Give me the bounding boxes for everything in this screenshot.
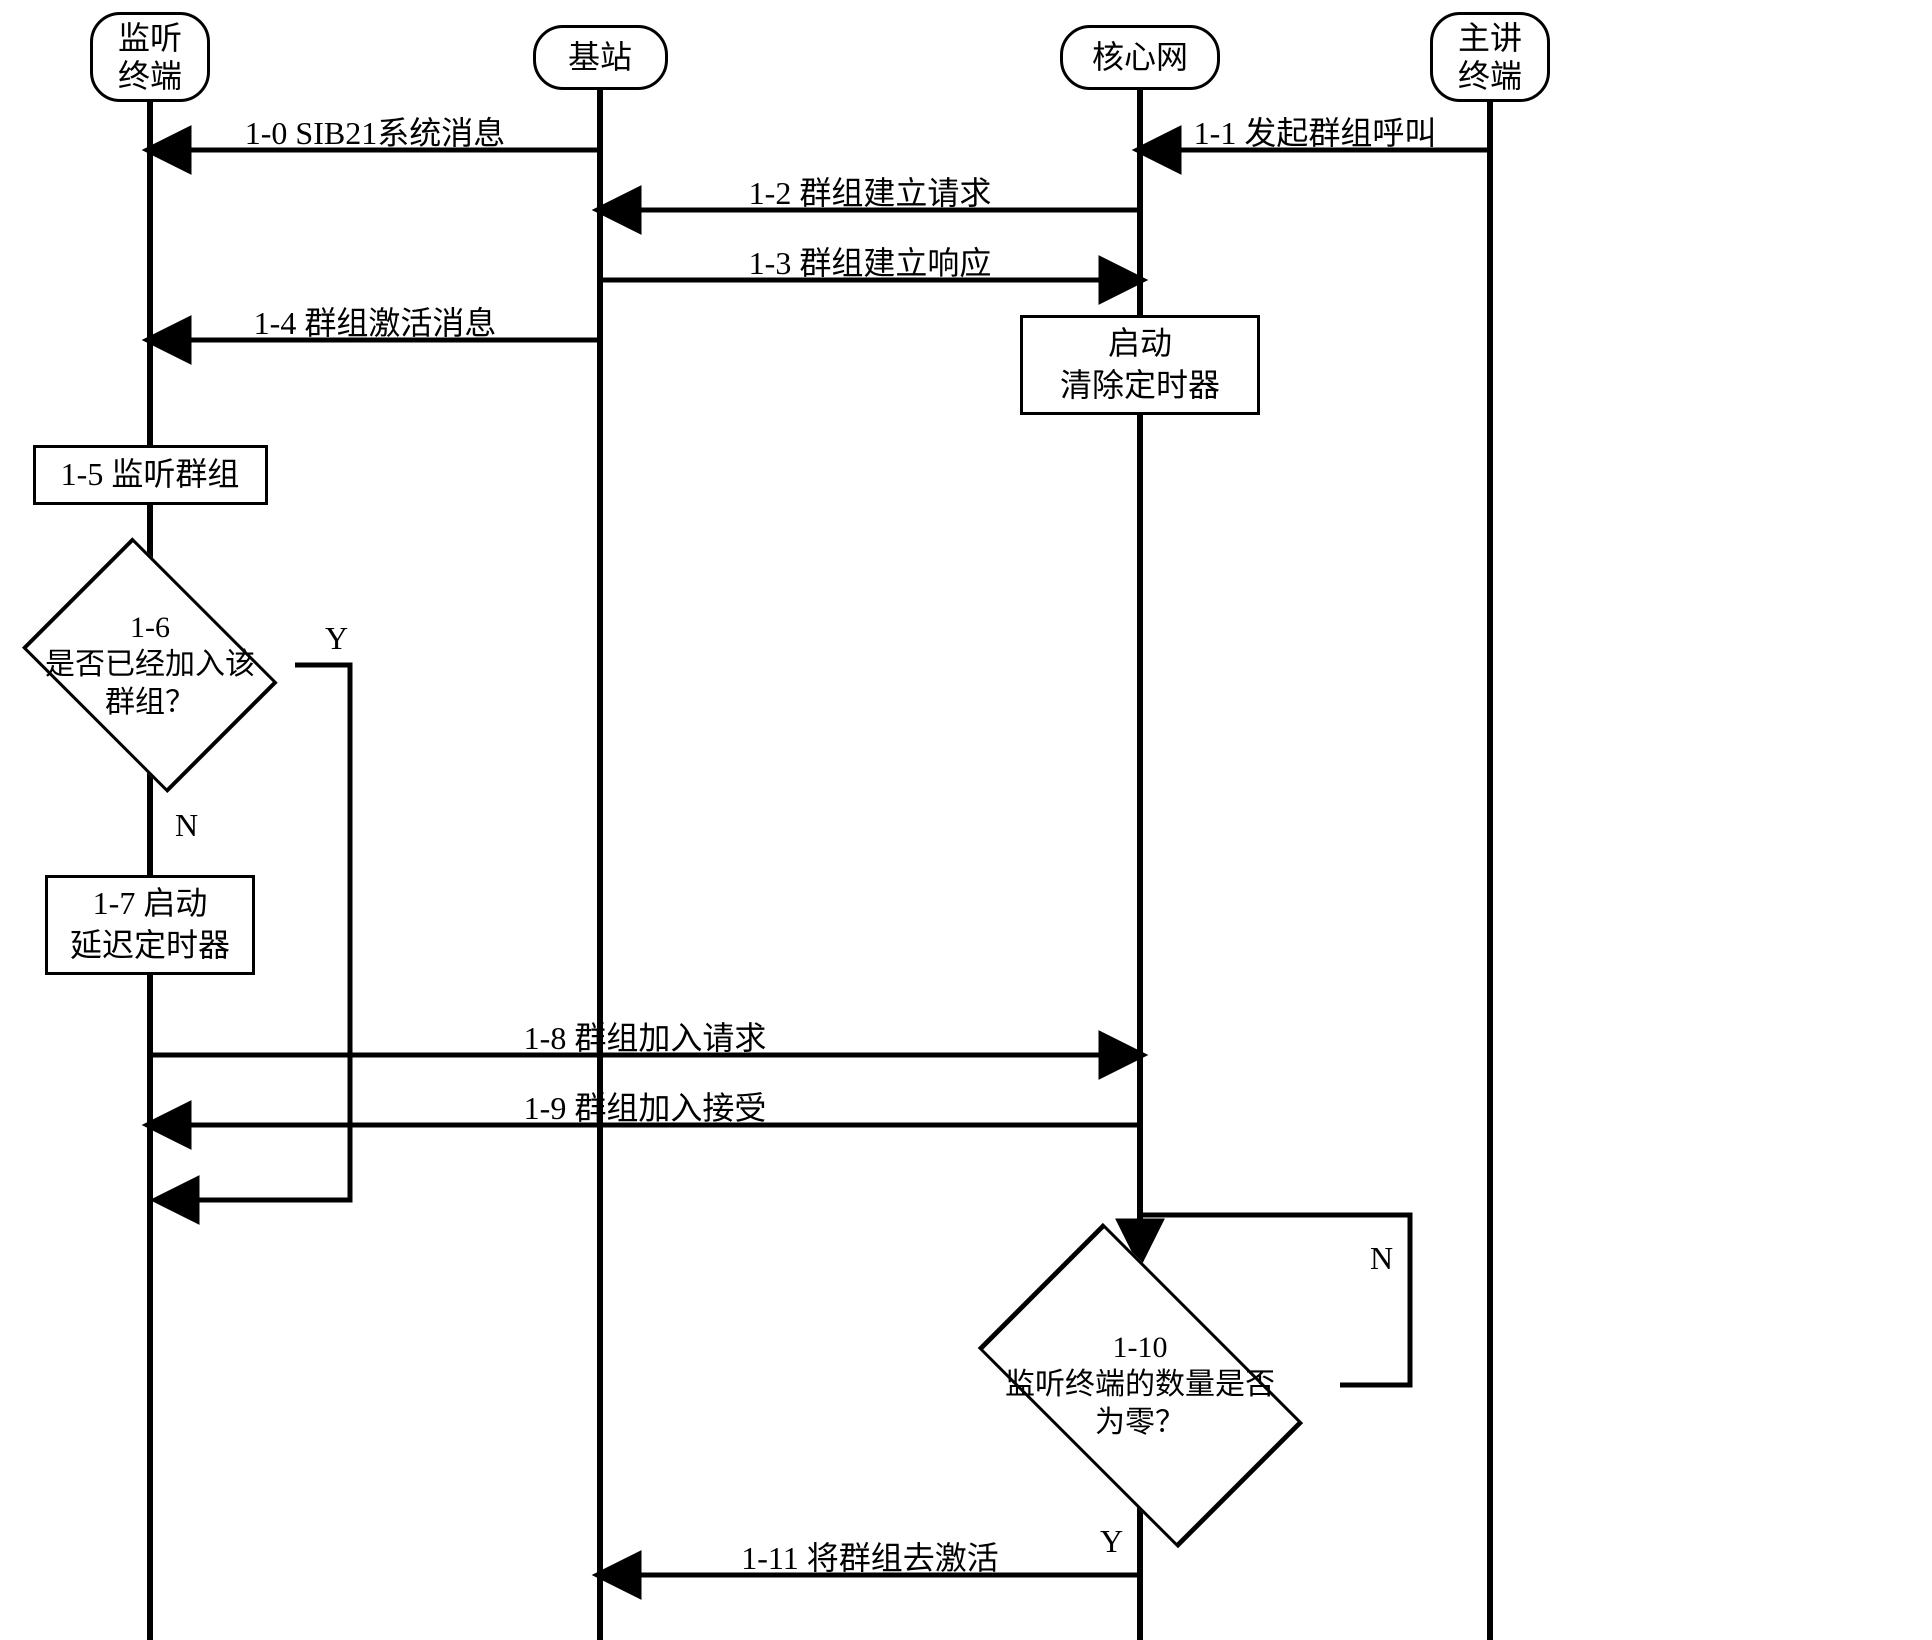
lifeline-speaker xyxy=(1487,102,1493,1640)
branch-label: N xyxy=(175,807,198,844)
box-b_15: 1-5 监听群组 xyxy=(33,445,268,505)
branch-label: Y xyxy=(1100,1523,1123,1560)
box-b_timer_start: 启动清除定时器 xyxy=(1020,315,1260,415)
box-b_17: 1-7 启动延迟定时器 xyxy=(45,875,255,975)
lifeline-bs xyxy=(597,90,603,1640)
participant-core: 核心网 xyxy=(1060,25,1220,90)
message-label-m14: 1-4 群组激活消息 xyxy=(254,298,497,344)
branch-label: N xyxy=(1370,1240,1393,1277)
message-label-m12: 1-2 群组建立请求 xyxy=(749,168,992,214)
decision-d_16: 1-6是否已经加入该群组？ xyxy=(5,555,295,775)
message-label-m18: 1-8 群组加入请求 xyxy=(524,1013,767,1059)
branch-label: Y xyxy=(325,620,348,657)
participant-bs: 基站 xyxy=(533,25,668,90)
lifeline-listen xyxy=(147,102,153,1640)
message-label-m10: 1-0 SIB21系统消息 xyxy=(245,108,505,154)
message-label-m13: 1-3 群组建立响应 xyxy=(749,238,992,284)
decision-d_110: 1-10监听终端的数量是否为零？ xyxy=(940,1260,1340,1510)
sequence-diagram: 监听终端 基站 核心网 主讲终端 1-0 SIB21系统消息 1-1 发起群组呼叫 1-2 … xyxy=(0,0,1932,1640)
participant-listen: 监听终端 xyxy=(90,12,210,102)
message-label-m19: 1-9 群组加入接受 xyxy=(524,1083,767,1129)
message-label-m11: 1-1 发起群组呼叫 xyxy=(1194,108,1437,154)
message-label-m111: 1-11 将群组去激活 xyxy=(741,1533,998,1579)
participant-speaker: 主讲终端 xyxy=(1430,12,1550,102)
